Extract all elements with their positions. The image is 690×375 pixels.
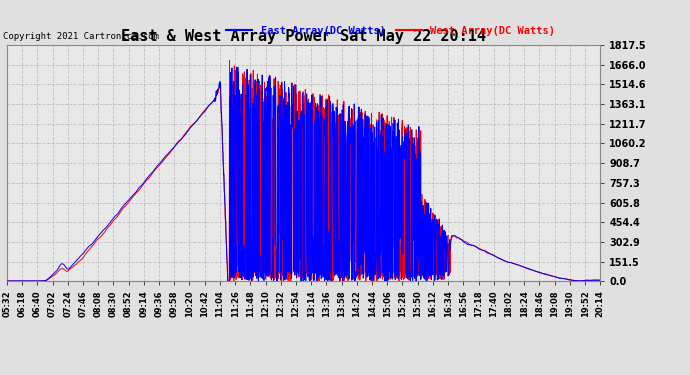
Title: East & West Array Power Sat May 22 20:14: East & West Array Power Sat May 22 20:14: [121, 29, 486, 44]
Legend: East Array(DC Watts), West Array(DC Watts): East Array(DC Watts), West Array(DC Watt…: [222, 22, 560, 40]
Text: Copyright 2021 Cartronics.com: Copyright 2021 Cartronics.com: [3, 32, 159, 41]
